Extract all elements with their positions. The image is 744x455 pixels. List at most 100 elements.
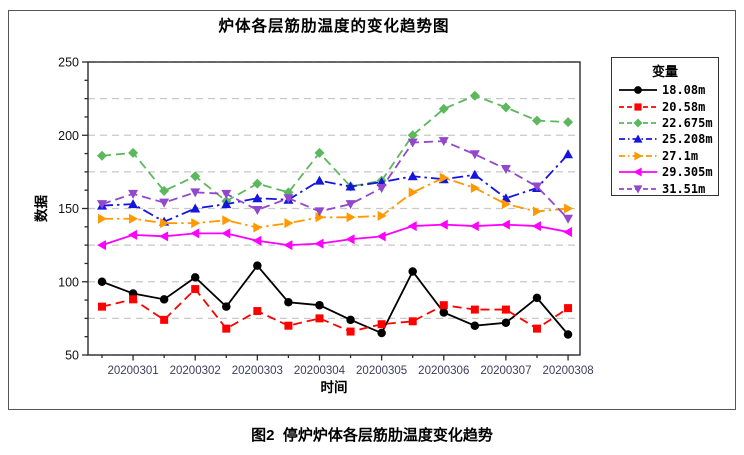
triangle-right-marker xyxy=(439,172,449,183)
square-marker xyxy=(222,324,231,333)
square-marker xyxy=(634,102,642,111)
triangle-down-marker xyxy=(190,188,201,198)
triangle-down-marker xyxy=(159,198,170,208)
legend-item-29.305m: 29.305m xyxy=(612,164,718,180)
circle-marker xyxy=(532,293,542,303)
triangle-right-marker xyxy=(98,213,107,224)
triangle-left-marker xyxy=(221,228,231,239)
series-27.1m xyxy=(98,172,574,233)
chart-title: 炉体各层筋肋温度的变化趋势图 xyxy=(218,18,450,35)
triangle-left-marker xyxy=(563,226,573,237)
x-tick-label: 20200305 xyxy=(356,365,407,377)
diamond-marker xyxy=(128,147,139,158)
x-tick-label: 20200304 xyxy=(294,365,346,377)
legend-item-18.08m: 18.08m xyxy=(612,82,718,98)
legend-label: 20.58m xyxy=(662,99,706,114)
triangle-left-marker xyxy=(283,240,293,251)
diamond-marker xyxy=(469,90,480,101)
square-marker xyxy=(346,327,355,336)
triangle-up-marker xyxy=(128,199,139,209)
legend: 变量 18.08m 20.58m 22.675m 25.208m 27.1m 29.305… xyxy=(611,57,719,196)
square-marker xyxy=(129,295,138,304)
legend-item-27.1m: 27.1m xyxy=(612,148,718,164)
legend-label: 31.51m xyxy=(662,181,706,196)
y-tick-label: 200 xyxy=(58,129,79,143)
x-tick-label: 20200301 xyxy=(107,365,158,377)
triangle-left-marker xyxy=(314,238,324,249)
figure-caption: 图2 停炉炉体各层筋肋温度变化趋势 xyxy=(251,427,493,444)
legend-item-25.208m: 25.208m xyxy=(612,131,718,147)
triangle-right-marker xyxy=(284,218,294,229)
legend-swatch xyxy=(619,184,657,194)
diamond-marker xyxy=(531,115,542,126)
legend-swatch xyxy=(619,151,657,161)
legend-swatch xyxy=(619,167,657,177)
triangle-right-marker xyxy=(501,199,511,210)
triangle-down-marker xyxy=(633,184,643,194)
triangle-down-marker xyxy=(407,138,418,148)
legend-swatch xyxy=(619,134,657,143)
triangle-up-marker xyxy=(314,175,325,185)
y-tick-label: 150 xyxy=(58,202,79,216)
y-tick-label: 100 xyxy=(58,275,79,289)
series-29.305m xyxy=(97,219,573,251)
triangle-down-marker xyxy=(500,164,511,174)
series-20.58m xyxy=(98,285,573,336)
triangle-right-marker xyxy=(346,212,356,223)
circle-marker xyxy=(315,300,324,310)
triangle-left-marker xyxy=(252,235,262,246)
series-line xyxy=(101,223,569,247)
series-line xyxy=(102,176,569,229)
triangle-down-marker xyxy=(128,189,139,199)
triangle-down-marker xyxy=(345,200,356,210)
diamond-marker xyxy=(563,117,574,128)
circle-marker xyxy=(470,321,480,330)
square-marker xyxy=(408,317,417,326)
square-marker xyxy=(532,324,541,333)
triangle-down-marker xyxy=(469,150,480,160)
diamond-marker xyxy=(190,171,201,182)
circle-marker xyxy=(284,298,293,307)
triangle-left-marker xyxy=(407,221,417,232)
diamond-marker xyxy=(314,147,325,158)
triangle-right-marker xyxy=(253,222,263,233)
triangle-down-marker xyxy=(97,200,107,210)
series-22.675m xyxy=(97,90,574,207)
x-tick-label: 20200302 xyxy=(170,365,221,377)
diamond-marker xyxy=(407,130,418,141)
triangle-right-marker xyxy=(377,210,387,221)
circle-marker xyxy=(563,330,573,339)
legend-swatch xyxy=(619,86,657,95)
triangle-down-marker xyxy=(531,182,542,192)
square-marker xyxy=(470,305,479,314)
triangle-left-marker xyxy=(190,228,200,239)
series-line xyxy=(101,287,569,333)
triangle-down-marker xyxy=(283,194,294,204)
triangle-up-marker xyxy=(221,199,232,209)
square-marker xyxy=(253,307,262,316)
triangle-up-marker xyxy=(469,169,480,179)
legend-label: 27.1m xyxy=(662,148,699,163)
series-line xyxy=(101,94,569,203)
triangle-left-marker xyxy=(376,231,386,242)
series-line xyxy=(101,264,569,336)
legend-item-31.51m: 31.51m xyxy=(612,180,718,196)
legend-label: 29.305m xyxy=(662,165,713,180)
triangle-down-marker xyxy=(221,189,232,199)
legend-swatch xyxy=(619,118,657,128)
triangle-right-marker xyxy=(222,215,232,226)
triangle-right-marker xyxy=(564,203,574,214)
diamond-marker xyxy=(97,150,107,161)
circle-marker xyxy=(159,295,169,304)
diamond-marker xyxy=(159,185,170,196)
circle-marker xyxy=(439,308,449,317)
square-marker xyxy=(564,304,573,313)
y-tick-label: 50 xyxy=(65,349,79,363)
legend-label: 22.675m xyxy=(662,115,713,130)
diamond-marker xyxy=(252,178,263,189)
triangle-down-marker xyxy=(314,207,325,217)
series-25.208m xyxy=(97,149,574,226)
triangle-right-marker xyxy=(191,218,201,229)
line-chart-plot: 50 100 150 200 250 20200301 20200302 20200303 20… xyxy=(33,56,594,396)
